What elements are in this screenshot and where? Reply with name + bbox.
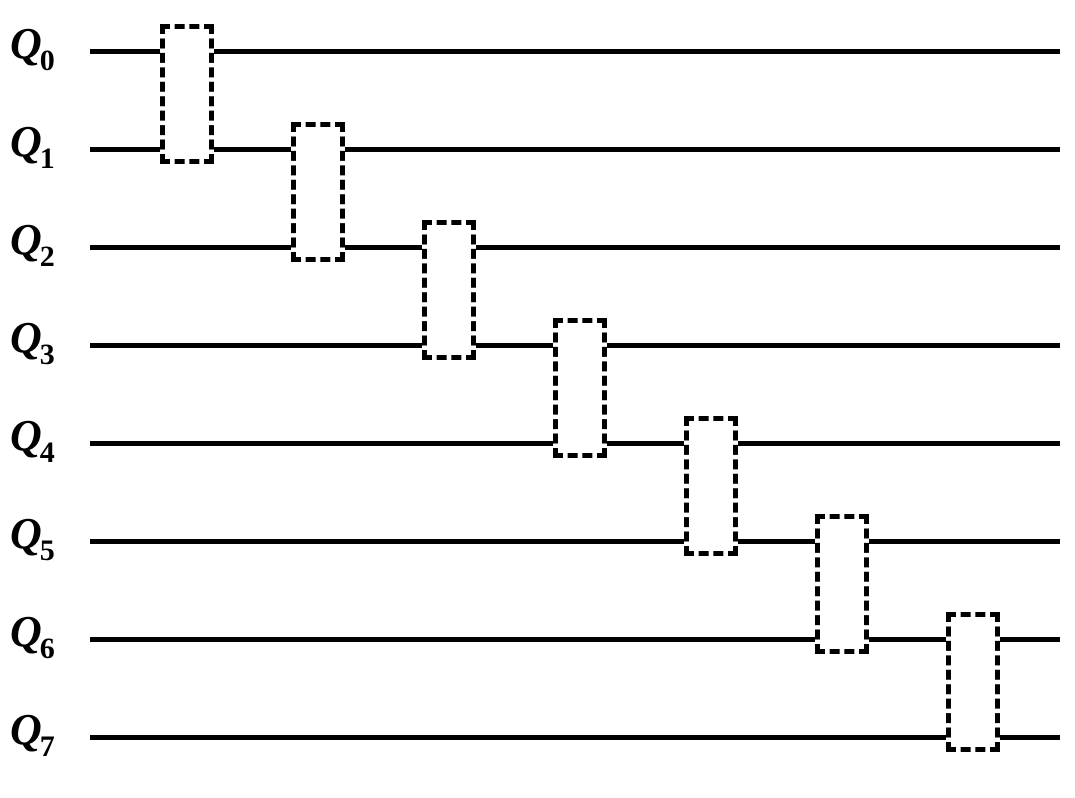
qubit-label-4: Q4 (10, 410, 57, 462)
qubit-label-sub: 6 (40, 632, 55, 665)
qubit-label-sub: 1 (40, 142, 55, 175)
qubit-wire-6 (90, 637, 1060, 642)
qubit-label-main: Q (10, 607, 42, 656)
two-qubit-gate-3-4 (553, 318, 607, 458)
qubit-label-sub: 0 (40, 44, 55, 77)
two-qubit-gate-4-5 (684, 416, 738, 556)
qubit-label-sub: 3 (40, 338, 55, 371)
qubit-label-main: Q (10, 19, 42, 68)
qubit-wire-1 (90, 147, 1060, 152)
qubit-wire-5 (90, 539, 1060, 544)
qubit-label-2: Q2 (10, 214, 57, 266)
qubit-label-sub: 4 (40, 436, 55, 469)
qubit-label-3: Q3 (10, 312, 57, 364)
qubit-label-main: Q (10, 313, 42, 362)
two-qubit-gate-2-3 (422, 220, 476, 360)
qubit-label-main: Q (10, 215, 42, 264)
two-qubit-gate-0-1 (160, 24, 214, 164)
qubit-label-0: Q0 (10, 18, 57, 70)
qubit-label-main: Q (10, 705, 42, 754)
qubit-label-5: Q5 (10, 508, 57, 560)
qubit-label-1: Q1 (10, 116, 57, 168)
qubit-label-6: Q6 (10, 606, 57, 658)
two-qubit-gate-5-6 (815, 514, 869, 654)
quantum-circuit-diagram: Q0 Q1 Q2 Q3 Q4 Q5 Q6 Q7 (0, 0, 1075, 798)
qubit-wire-2 (90, 245, 1060, 250)
qubit-label-sub: 7 (40, 730, 55, 763)
qubit-label-sub: 2 (40, 240, 55, 273)
qubit-label-main: Q (10, 117, 42, 166)
qubit-label-main: Q (10, 411, 42, 460)
qubit-label-main: Q (10, 509, 42, 558)
two-qubit-gate-6-7 (946, 612, 1000, 752)
qubit-label-sub: 5 (40, 534, 55, 567)
qubit-label-7: Q7 (10, 704, 57, 756)
two-qubit-gate-1-2 (291, 122, 345, 262)
qubit-wire-0 (90, 49, 1060, 54)
qubit-wire-7 (90, 735, 1060, 740)
